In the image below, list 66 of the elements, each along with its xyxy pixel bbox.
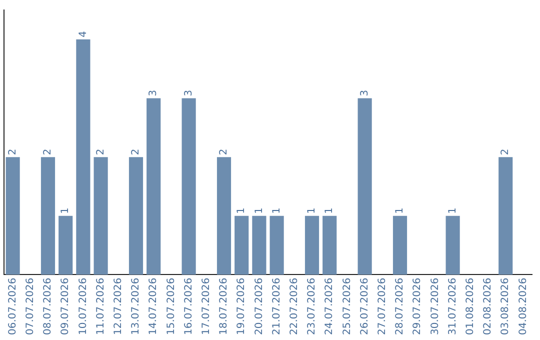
bar bbox=[234, 216, 249, 275]
data-label: 2 bbox=[130, 148, 142, 156]
x-tick-label: 31.07.2026 bbox=[447, 278, 458, 336]
bar bbox=[182, 98, 196, 275]
x-tick-label: 30.07.2026 bbox=[430, 278, 441, 336]
data-label: 1 bbox=[271, 208, 282, 214]
data-label: 2 bbox=[95, 148, 106, 156]
x-tick-label: 21.07.2026 bbox=[271, 278, 282, 336]
x-tick-label: 27.07.2026 bbox=[376, 278, 388, 336]
bar bbox=[76, 39, 90, 275]
x-tick-label: 09.07.2026 bbox=[60, 278, 72, 336]
x-tick-label: 03.08.2026 bbox=[500, 278, 512, 336]
bar bbox=[6, 157, 20, 275]
x-tick-label: 23.07.2026 bbox=[306, 278, 318, 336]
data-label: 2 bbox=[218, 148, 230, 156]
data-label: 1 bbox=[324, 208, 336, 214]
bar bbox=[128, 157, 144, 275]
x-tick-label: 25.07.2026 bbox=[342, 278, 353, 336]
bar bbox=[94, 157, 108, 275]
data-label: 3 bbox=[148, 90, 160, 96]
x-tick-label: 20.07.2026 bbox=[254, 278, 265, 336]
bar bbox=[216, 157, 232, 275]
data-label: 4 bbox=[78, 31, 89, 38]
bar bbox=[304, 216, 320, 275]
data-label: 1 bbox=[60, 208, 72, 214]
data-label: 1 bbox=[254, 208, 265, 214]
x-tick-label: 04.08.2026 bbox=[518, 278, 529, 336]
x-tick-label: 16.07.2026 bbox=[183, 278, 194, 336]
x-tick-label: 26.07.2026 bbox=[359, 278, 370, 336]
x-tick-label: 15.07.2026 bbox=[166, 278, 177, 336]
bar bbox=[498, 157, 513, 275]
x-tick-label: 29.07.2026 bbox=[412, 278, 424, 336]
x-tick-label: 28.07.2026 bbox=[394, 278, 406, 336]
data-label: 3 bbox=[183, 90, 194, 96]
bar bbox=[446, 216, 460, 275]
x-tick-label: 17.07.2026 bbox=[200, 278, 212, 336]
x-tick-label: 14.07.2026 bbox=[148, 278, 160, 336]
bar bbox=[322, 216, 337, 275]
bar bbox=[252, 216, 266, 275]
data-label: 2 bbox=[7, 148, 18, 156]
x-tick-label: 02.08.2026 bbox=[482, 278, 494, 336]
data-label: 2 bbox=[500, 148, 512, 156]
x-tick-label: 01.08.2026 bbox=[464, 278, 476, 336]
data-label: 1 bbox=[236, 208, 248, 214]
x-tick-label: 10.07.2026 bbox=[78, 278, 89, 336]
data-label: 1 bbox=[447, 208, 458, 214]
data-label: 3 bbox=[359, 90, 370, 96]
x-tick-label: 22.07.2026 bbox=[288, 278, 300, 336]
bar bbox=[40, 157, 56, 275]
x-tick-label: 18.07.2026 bbox=[218, 278, 230, 336]
bar bbox=[358, 98, 372, 275]
data-label: 2 bbox=[42, 148, 54, 156]
data-label: 1 bbox=[394, 208, 406, 214]
x-tick-label: 24.07.2026 bbox=[324, 278, 336, 336]
x-tick-label: 06.07.2026 bbox=[7, 278, 18, 336]
data-label: 1 bbox=[306, 208, 318, 214]
bar bbox=[270, 216, 284, 275]
bar bbox=[146, 98, 161, 275]
x-tick-label: 12.07.2026 bbox=[112, 278, 124, 336]
x-tick-label: 13.07.2026 bbox=[130, 278, 142, 336]
x-tick-label: 11.07.2026 bbox=[95, 278, 106, 336]
bar bbox=[392, 216, 408, 275]
x-tick-label: 08.07.2026 bbox=[42, 278, 54, 336]
bar bbox=[58, 216, 73, 275]
x-tick-label: 19.07.2026 bbox=[236, 278, 248, 336]
x-tick-label: 07.07.2026 bbox=[24, 278, 36, 336]
